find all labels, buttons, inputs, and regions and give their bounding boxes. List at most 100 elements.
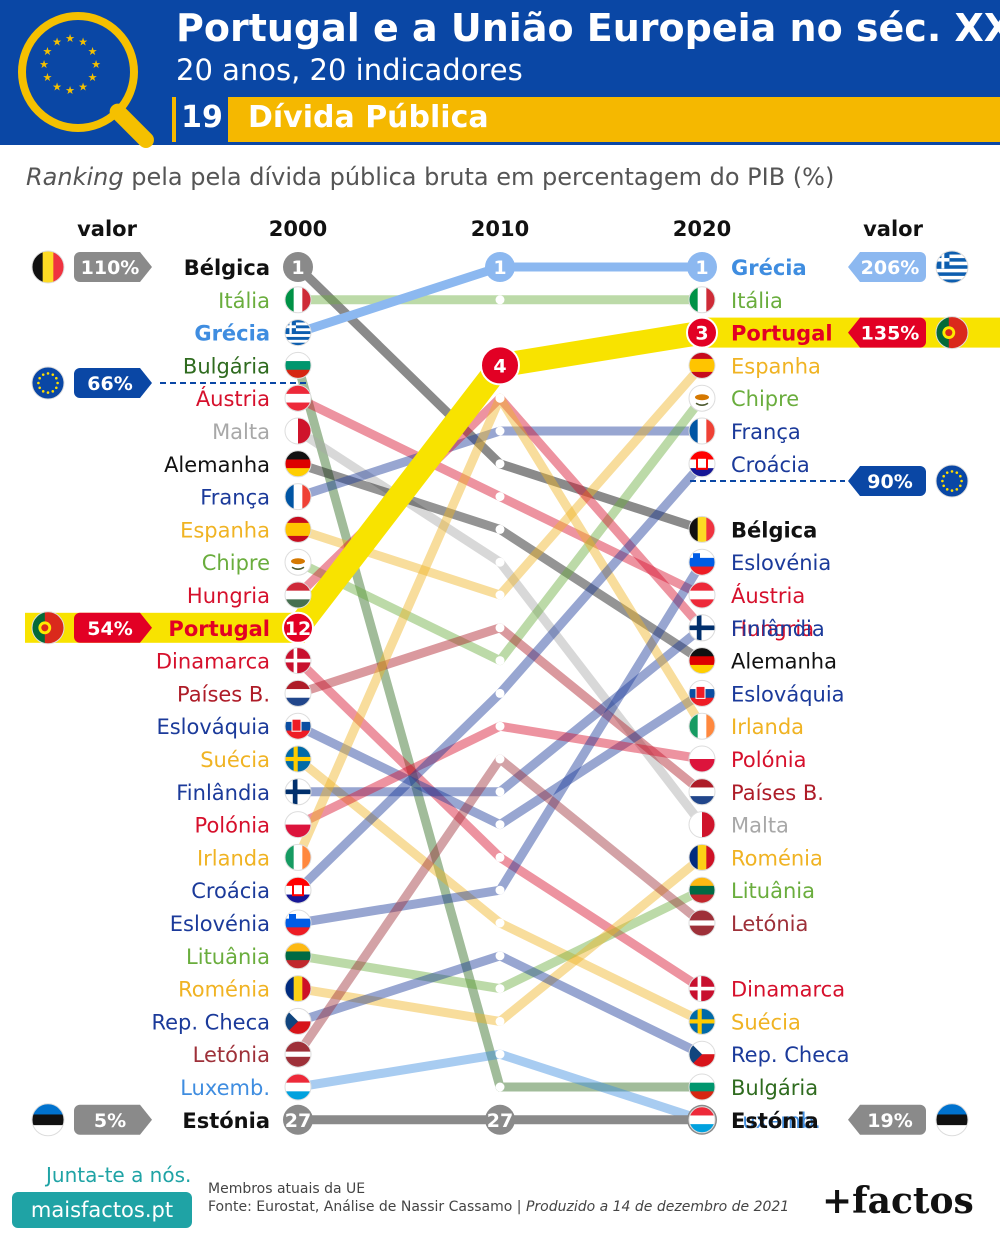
country-label-2020: Dinamarca <box>731 978 845 1002</box>
country-label-2000: Finlândia <box>176 781 270 805</box>
country-label-2000: Eslovénia <box>170 912 270 936</box>
flag-icon-si <box>688 548 716 576</box>
flag-icon-dk <box>688 975 716 1003</box>
flag-icon-gr <box>935 250 969 284</box>
series-point-2010 <box>495 721 505 731</box>
value-callout: 135% <box>848 316 969 350</box>
flag-icon-ro <box>688 843 716 871</box>
rank-marker-label: 4 <box>493 355 506 377</box>
eu-star-icon: ★ <box>65 84 75 97</box>
eu-star-icon: ★ <box>78 35 88 48</box>
country-label-2000: Rep. Checa <box>151 1010 270 1034</box>
country-label-2020: Hungria <box>731 617 814 641</box>
country-label-2000: Letónia <box>193 1043 270 1067</box>
series-markers: 1111243272727 <box>282 252 718 1135</box>
flag-icon-si <box>284 909 312 937</box>
flag-icon-ie <box>688 712 716 740</box>
country-label-2020: Rep. Checa <box>731 1043 850 1067</box>
flag-icon-lv <box>284 1040 312 1068</box>
flag-icon-fi <box>284 778 312 806</box>
year-label: 2000 <box>269 217 327 241</box>
eu-star-icon: ★ <box>65 32 75 45</box>
country-label-2020: Suécia <box>731 1010 801 1034</box>
rank-marker-label: 27 <box>285 1110 311 1132</box>
country-label-2020: Espanha <box>731 354 821 378</box>
flag-icon-ee <box>935 1103 969 1137</box>
flag-icon-hr <box>284 876 312 904</box>
country-label-2020: Malta <box>731 814 789 838</box>
value-header-left: valor <box>77 217 137 241</box>
series-point-2010 <box>495 524 505 534</box>
country-label-2000: Roménia <box>178 978 270 1002</box>
flag-icon-pl <box>284 811 312 839</box>
section-bar <box>172 97 1000 142</box>
series-point-2010 <box>495 852 505 862</box>
flag-icon-nl <box>284 679 312 707</box>
value-label: 135% <box>861 323 920 345</box>
eu-star-icon: ★ <box>88 45 98 58</box>
description-rest: pela pela dívida pública bruta em percen… <box>123 163 835 191</box>
rank-marker <box>686 316 718 349</box>
series-point-2010 <box>495 393 505 403</box>
country-label-2020: Portugal <box>731 322 833 346</box>
country-label-2000: Malta <box>212 420 270 444</box>
series-point-2010 <box>495 984 505 994</box>
rank-marker <box>283 1104 313 1135</box>
flag-icon-hr <box>688 450 716 478</box>
flag-icon-se <box>688 1007 716 1035</box>
rank-marker-label: 12 <box>285 618 311 640</box>
country-label-2000: Lituânia <box>186 945 270 969</box>
country-label-2000: Itália <box>218 289 270 313</box>
rank-marker <box>687 252 717 282</box>
country-label-2000: Alemanha <box>164 453 270 477</box>
flag-icon-sk <box>284 712 312 740</box>
section-number-box <box>176 97 228 142</box>
eu-star-icon: ★ <box>78 81 88 94</box>
eu-star-icon: ★ <box>91 58 101 71</box>
page-subtitle: 20 anos, 20 indicadores <box>176 53 523 87</box>
country-label-2000: Grécia <box>194 322 270 346</box>
flag-icon-gr <box>284 319 312 347</box>
value-label: 90% <box>867 471 912 493</box>
country-label-2000: Dinamarca <box>156 650 270 674</box>
rank-marker-label: 27 <box>487 1110 513 1132</box>
flag-icon-at <box>688 581 716 609</box>
series-point-2010 <box>495 951 505 961</box>
value-header-right: valor <box>863 217 923 241</box>
value-callout: 54% <box>31 611 152 645</box>
value-callout: 5% <box>31 1103 152 1137</box>
country-label-2020: Eslováquia <box>731 682 845 706</box>
value-callout: 90% <box>848 464 969 498</box>
site-link[interactable]: maisfactos.pt <box>12 1192 192 1228</box>
country-label-2020: Polónia <box>731 748 806 772</box>
series-point-2010 <box>495 295 505 305</box>
country-label-2020: Chipre <box>731 387 799 411</box>
flag-icon-cy <box>688 384 716 412</box>
country-label-2000: Áustria <box>196 386 270 411</box>
country-label-2000: Luxemb. <box>180 1076 270 1100</box>
flag-icon-mt <box>284 417 312 445</box>
value-label: 206% <box>861 257 920 279</box>
flag-icon-lu <box>284 1073 312 1101</box>
value-callout: 66% <box>31 366 152 400</box>
flag-icon-be <box>31 250 65 284</box>
series-point-2010 <box>495 1082 505 1092</box>
flag-icon-hu <box>284 581 312 609</box>
flag-icon-eu <box>31 366 65 400</box>
flag-icon-fr <box>688 417 716 445</box>
flag-icon-at <box>284 384 312 412</box>
description-italic: Ranking <box>26 163 124 191</box>
chart-description: Ranking pela pela dívida pública bruta e… <box>26 163 834 191</box>
country-label-2020: Letónia <box>731 912 808 936</box>
brand-logo: +factos <box>822 1180 974 1222</box>
portugal-highlight-left <box>25 612 305 643</box>
country-label-2020: Estónia <box>731 1109 819 1133</box>
flag-icon-sk <box>688 679 716 707</box>
country-label-2020: Bélgica <box>731 518 817 542</box>
series-point-2010 <box>495 688 505 698</box>
series-point-2010 <box>495 492 505 502</box>
rank-marker-label: 1 <box>291 257 304 279</box>
country-label-2000: Bulgária <box>183 354 270 378</box>
rank-marker-label: 1 <box>493 257 506 279</box>
flag-icon-fi <box>688 614 716 642</box>
